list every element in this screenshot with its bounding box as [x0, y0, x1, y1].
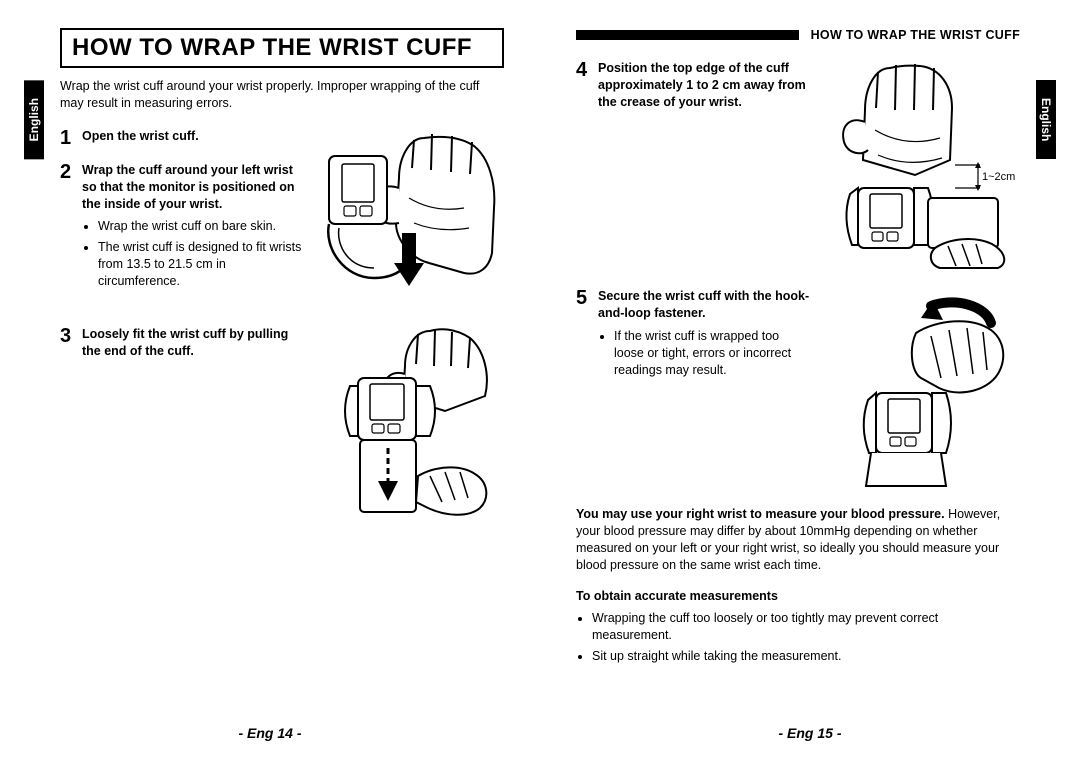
step-number: 5	[576, 288, 598, 382]
bullet-item: Wrap the wrist cuff on bare skin.	[98, 218, 304, 235]
illustration-step5	[821, 288, 1011, 488]
right-header: HOW TO WRAP THE WRIST CUFF	[576, 28, 1020, 42]
step-title: Open the wrist cuff.	[82, 128, 304, 145]
step-title: Loosely fit the wrist cuff by pulling th…	[82, 326, 290, 360]
step-title: Wrap the cuff around your left wrist so …	[82, 162, 304, 213]
illustration-step4: 1~2cm	[820, 60, 1020, 270]
step-number: 1	[60, 128, 82, 148]
language-tab-left: English	[24, 80, 44, 159]
steps-1-2-block: 1 Open the wrist cuff. 2 Wrap the cuff a…	[60, 128, 504, 308]
bullet-item: If the wrist cuff is wrapped too loose o…	[614, 328, 811, 379]
note-title: To obtain accurate measurements	[576, 588, 1020, 605]
bullet-item: Wrapping the cuff too loosely or too tig…	[592, 610, 1020, 644]
left-page: English HOW TO WRAP THE WRIST CUFF Wrap …	[0, 0, 540, 759]
intro-text: Wrap the wrist cuff around your wrist pr…	[60, 78, 504, 112]
step-3: 3 Loosely fit the wrist cuff by pulling …	[60, 326, 290, 360]
bullet-item: Sit up straight while taking the measure…	[592, 648, 1020, 665]
note-accurate: To obtain accurate measurements Wrapping…	[576, 588, 1020, 666]
illustration-step3	[300, 326, 500, 526]
step-4: 4 Position the top edge of the cuff appr…	[576, 60, 810, 111]
bullet-item: The wrist cuff is designed to fit wrists…	[98, 239, 304, 290]
step-2: 2 Wrap the cuff around your left wrist s…	[60, 162, 304, 294]
note-right-wrist: You may use your right wrist to measure …	[576, 506, 1020, 574]
dimension-label: 1~2cm	[982, 171, 1015, 183]
illustration-step2	[314, 128, 504, 298]
step-1: 1 Open the wrist cuff.	[60, 128, 304, 148]
step-5: 5 Secure the wrist cuff with the hook-an…	[576, 288, 811, 382]
step-number: 3	[60, 326, 82, 360]
note-title: You may use your right wrist to measure …	[576, 507, 945, 521]
header-text: HOW TO WRAP THE WRIST CUFF	[811, 28, 1020, 42]
language-tab-right: English	[1036, 80, 1056, 159]
step-5-bullets: If the wrist cuff is wrapped too loose o…	[614, 328, 811, 379]
step-title: Position the top edge of the cuff approx…	[598, 60, 810, 111]
step-title: Secure the wrist cuff with the hook-and-…	[598, 288, 811, 322]
page-number-right: - Eng 15 -	[540, 725, 1080, 741]
step-5-block: 5 Secure the wrist cuff with the hook-an…	[576, 288, 1020, 488]
step-number: 4	[576, 60, 598, 111]
step-4-block: 4 Position the top edge of the cuff appr…	[576, 60, 1020, 270]
page-number-left: - Eng 14 -	[0, 725, 540, 741]
note-bullets: Wrapping the cuff too loosely or too tig…	[592, 610, 1020, 665]
right-page: English HOW TO WRAP THE WRIST CUFF 4 Pos…	[540, 0, 1080, 759]
page-title: HOW TO WRAP THE WRIST CUFF	[60, 28, 504, 68]
step-2-bullets: Wrap the wrist cuff on bare skin. The wr…	[98, 218, 304, 290]
header-bar-icon	[576, 30, 799, 40]
manual-spread: English HOW TO WRAP THE WRIST CUFF Wrap …	[0, 0, 1080, 759]
step-number: 2	[60, 162, 82, 294]
step-3-block: 3 Loosely fit the wrist cuff by pulling …	[60, 326, 504, 526]
